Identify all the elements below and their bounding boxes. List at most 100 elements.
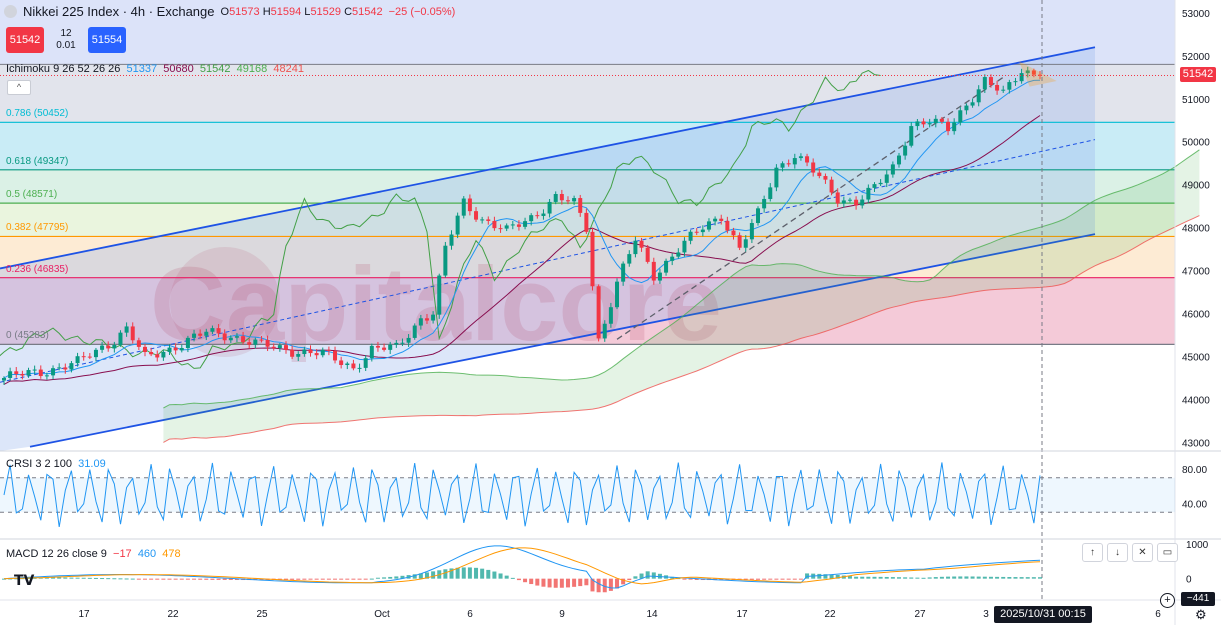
buy-button[interactable]: 51554 (88, 27, 126, 53)
candle-body (964, 105, 969, 111)
candle-body (173, 347, 178, 351)
candle-body (700, 229, 705, 233)
macd-histogram-bar (161, 578, 166, 580)
candle-body (155, 354, 160, 358)
candle-body (713, 218, 718, 222)
maximize-pane-icon[interactable]: ▭ (1157, 543, 1178, 562)
macd-histogram-bar (995, 576, 1000, 579)
candle-body (314, 353, 319, 356)
time-axis-tick: 27 (914, 609, 926, 620)
macd-histogram-bar (149, 578, 154, 580)
macd-histogram-bar (590, 578, 595, 592)
macd-histogram-bar (57, 577, 62, 579)
collapse-legend-button[interactable]: ^ (7, 80, 31, 95)
macd-histogram-bar (1007, 577, 1012, 579)
candle-body (909, 126, 914, 146)
candle-body (670, 256, 675, 261)
time-axis-tick: 17 (736, 609, 748, 620)
ichimoku-legend[interactable]: Ichimoku 9 26 52 26 26 51337 50680 51542… (6, 63, 304, 75)
candle-body (897, 155, 902, 165)
macd-legend[interactable]: MACD 12 26 close 9 −17 460 478 (6, 548, 181, 560)
macd-histogram-bar (106, 578, 111, 580)
sell-button[interactable]: 51542 (6, 27, 44, 53)
candle-body (210, 328, 215, 332)
move-up-icon[interactable]: ↑ (1082, 543, 1103, 562)
add-icon[interactable]: + (1160, 593, 1175, 608)
candle-body (106, 345, 111, 349)
candle-body (860, 199, 865, 206)
macd-histogram-bar (847, 576, 852, 579)
macd-histogram-bar (1019, 577, 1024, 579)
candle-body (878, 182, 883, 185)
macd-histogram-bar (621, 578, 626, 585)
candles-group (2, 66, 1042, 385)
fib-level-label: 0.786 (50452) (6, 108, 69, 120)
candle-body (118, 332, 123, 345)
price-axis-tick: 51000 (1182, 95, 1210, 106)
candle-body (651, 261, 656, 281)
macd-histogram-bar (351, 578, 356, 580)
macd-histogram-bar (688, 578, 693, 580)
candle-body (424, 318, 429, 321)
settings-gear-icon[interactable]: ⚙ (1195, 607, 1207, 622)
macd-histogram-bar (694, 578, 699, 580)
macd-histogram-bar (173, 578, 178, 580)
symbol-legend: Nikkei 225 Index · 4h · Exchange O51573 … (4, 4, 455, 19)
candle-body (363, 358, 368, 368)
ichimoku-kijun-line (3, 115, 1041, 385)
macd-histogram-bar (130, 578, 135, 580)
macd-histogram-bar (492, 571, 497, 579)
fib-zone (0, 122, 1175, 170)
time-axis-tick: 6 (467, 609, 473, 620)
candle-body (130, 326, 135, 341)
candle-body (69, 363, 74, 370)
ichimoku-chikou-value: 51542 (199, 63, 231, 75)
price-axis-tick: 49000 (1182, 181, 1210, 192)
time-axis-tick: 6 (1155, 609, 1161, 620)
macd-histogram-bar (44, 577, 49, 579)
candle-body (198, 333, 203, 336)
candle-body (939, 118, 944, 122)
macd-histogram-bar (639, 573, 644, 579)
candle-body (1038, 74, 1042, 76)
macd-histogram-bar (474, 567, 479, 579)
candle-body (749, 223, 754, 240)
macd-histogram-bar (823, 574, 828, 579)
close-pane-icon[interactable]: ✕ (1132, 543, 1153, 562)
candle-body (756, 208, 761, 224)
candle-body (290, 349, 295, 357)
macd-histogram-bar (124, 578, 129, 580)
high-value: 51594 (270, 5, 302, 18)
candle-body (737, 235, 742, 248)
macd-signal-value: 478 (162, 548, 181, 560)
move-down-icon[interactable]: ↓ (1107, 543, 1128, 562)
candle-body (179, 348, 184, 351)
macd-histogram-bar (198, 578, 203, 580)
candle-body (277, 345, 282, 349)
candle-body (375, 345, 380, 348)
candle-body (547, 201, 552, 214)
candle-body (584, 212, 589, 232)
crsi-legend[interactable]: CRSI 3 2 100 31.09 (6, 458, 106, 470)
macd-histogram-bar (854, 576, 859, 579)
channel-mid-line (0, 139, 1096, 383)
symbol-title[interactable]: Nikkei 225 Index · 4h · Exchange (23, 4, 215, 19)
macd-histogram-bar (167, 578, 172, 580)
candle-body (51, 368, 56, 376)
candle-body (602, 323, 607, 339)
candle-body (222, 333, 227, 341)
candle-body (774, 167, 779, 188)
candle-body (798, 156, 803, 159)
candle-body (504, 225, 509, 229)
tradingview-logo-icon[interactable]: TV (14, 573, 35, 589)
price-axis-tick: 46000 (1182, 310, 1210, 321)
candle-body (44, 375, 49, 377)
candle-body (970, 102, 975, 106)
price-axis-tick: 44000 (1182, 395, 1210, 406)
candle-body (265, 339, 270, 347)
macd-histogram-bar (897, 577, 902, 579)
candle-body (339, 360, 344, 365)
candle-body (621, 263, 626, 282)
macd-histogram-bar (480, 568, 485, 579)
